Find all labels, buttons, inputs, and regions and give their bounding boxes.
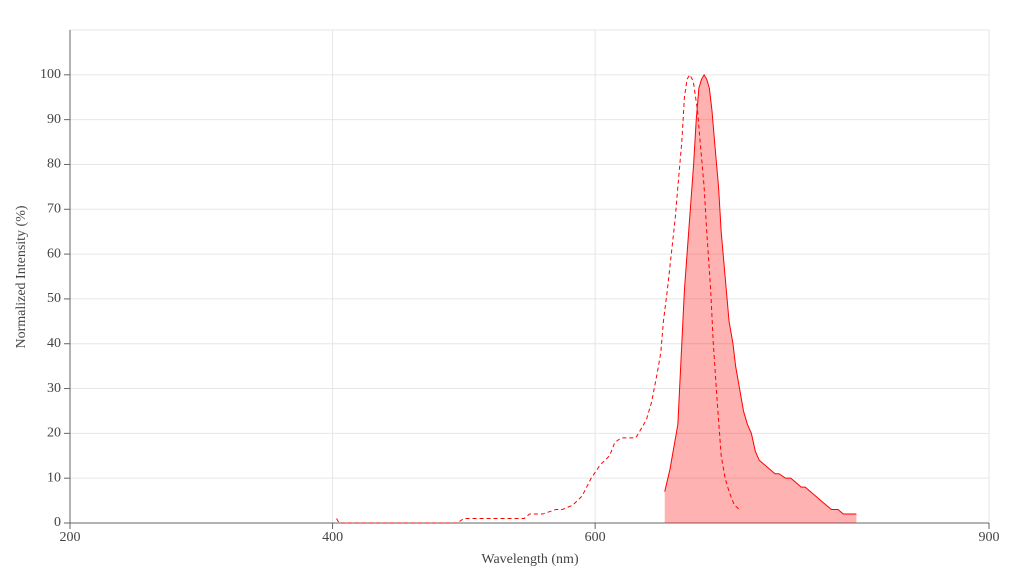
- y-tick-label: 80: [47, 157, 61, 172]
- line: [336, 73, 740, 524]
- y-tick-label: 10: [47, 470, 61, 485]
- y-tick-label: 90: [47, 112, 61, 127]
- plot-frame: [69, 29, 990, 524]
- y-tick-label: 100: [40, 67, 61, 82]
- y-tick-label: 0: [54, 515, 61, 530]
- y-tick-label: 30: [47, 381, 61, 396]
- y-tick-label: 40: [47, 336, 61, 351]
- y-tick-label: 50: [47, 291, 61, 306]
- x-axis-label: Wavelength (nm): [481, 552, 579, 567]
- line: [664, 73, 857, 515]
- y-axis-label: Normalized Intensity (%): [14, 205, 29, 348]
- x-tick-label: 200: [60, 530, 81, 545]
- area: [664, 74, 857, 524]
- x-tick-label: 600: [585, 530, 606, 545]
- y-tick-label: 70: [47, 201, 61, 216]
- y-tick-label: 60: [47, 246, 61, 261]
- x-tick-label: 400: [322, 530, 343, 545]
- x-tick-label: 900: [979, 530, 1000, 545]
- y-tick-label: 20: [47, 426, 61, 441]
